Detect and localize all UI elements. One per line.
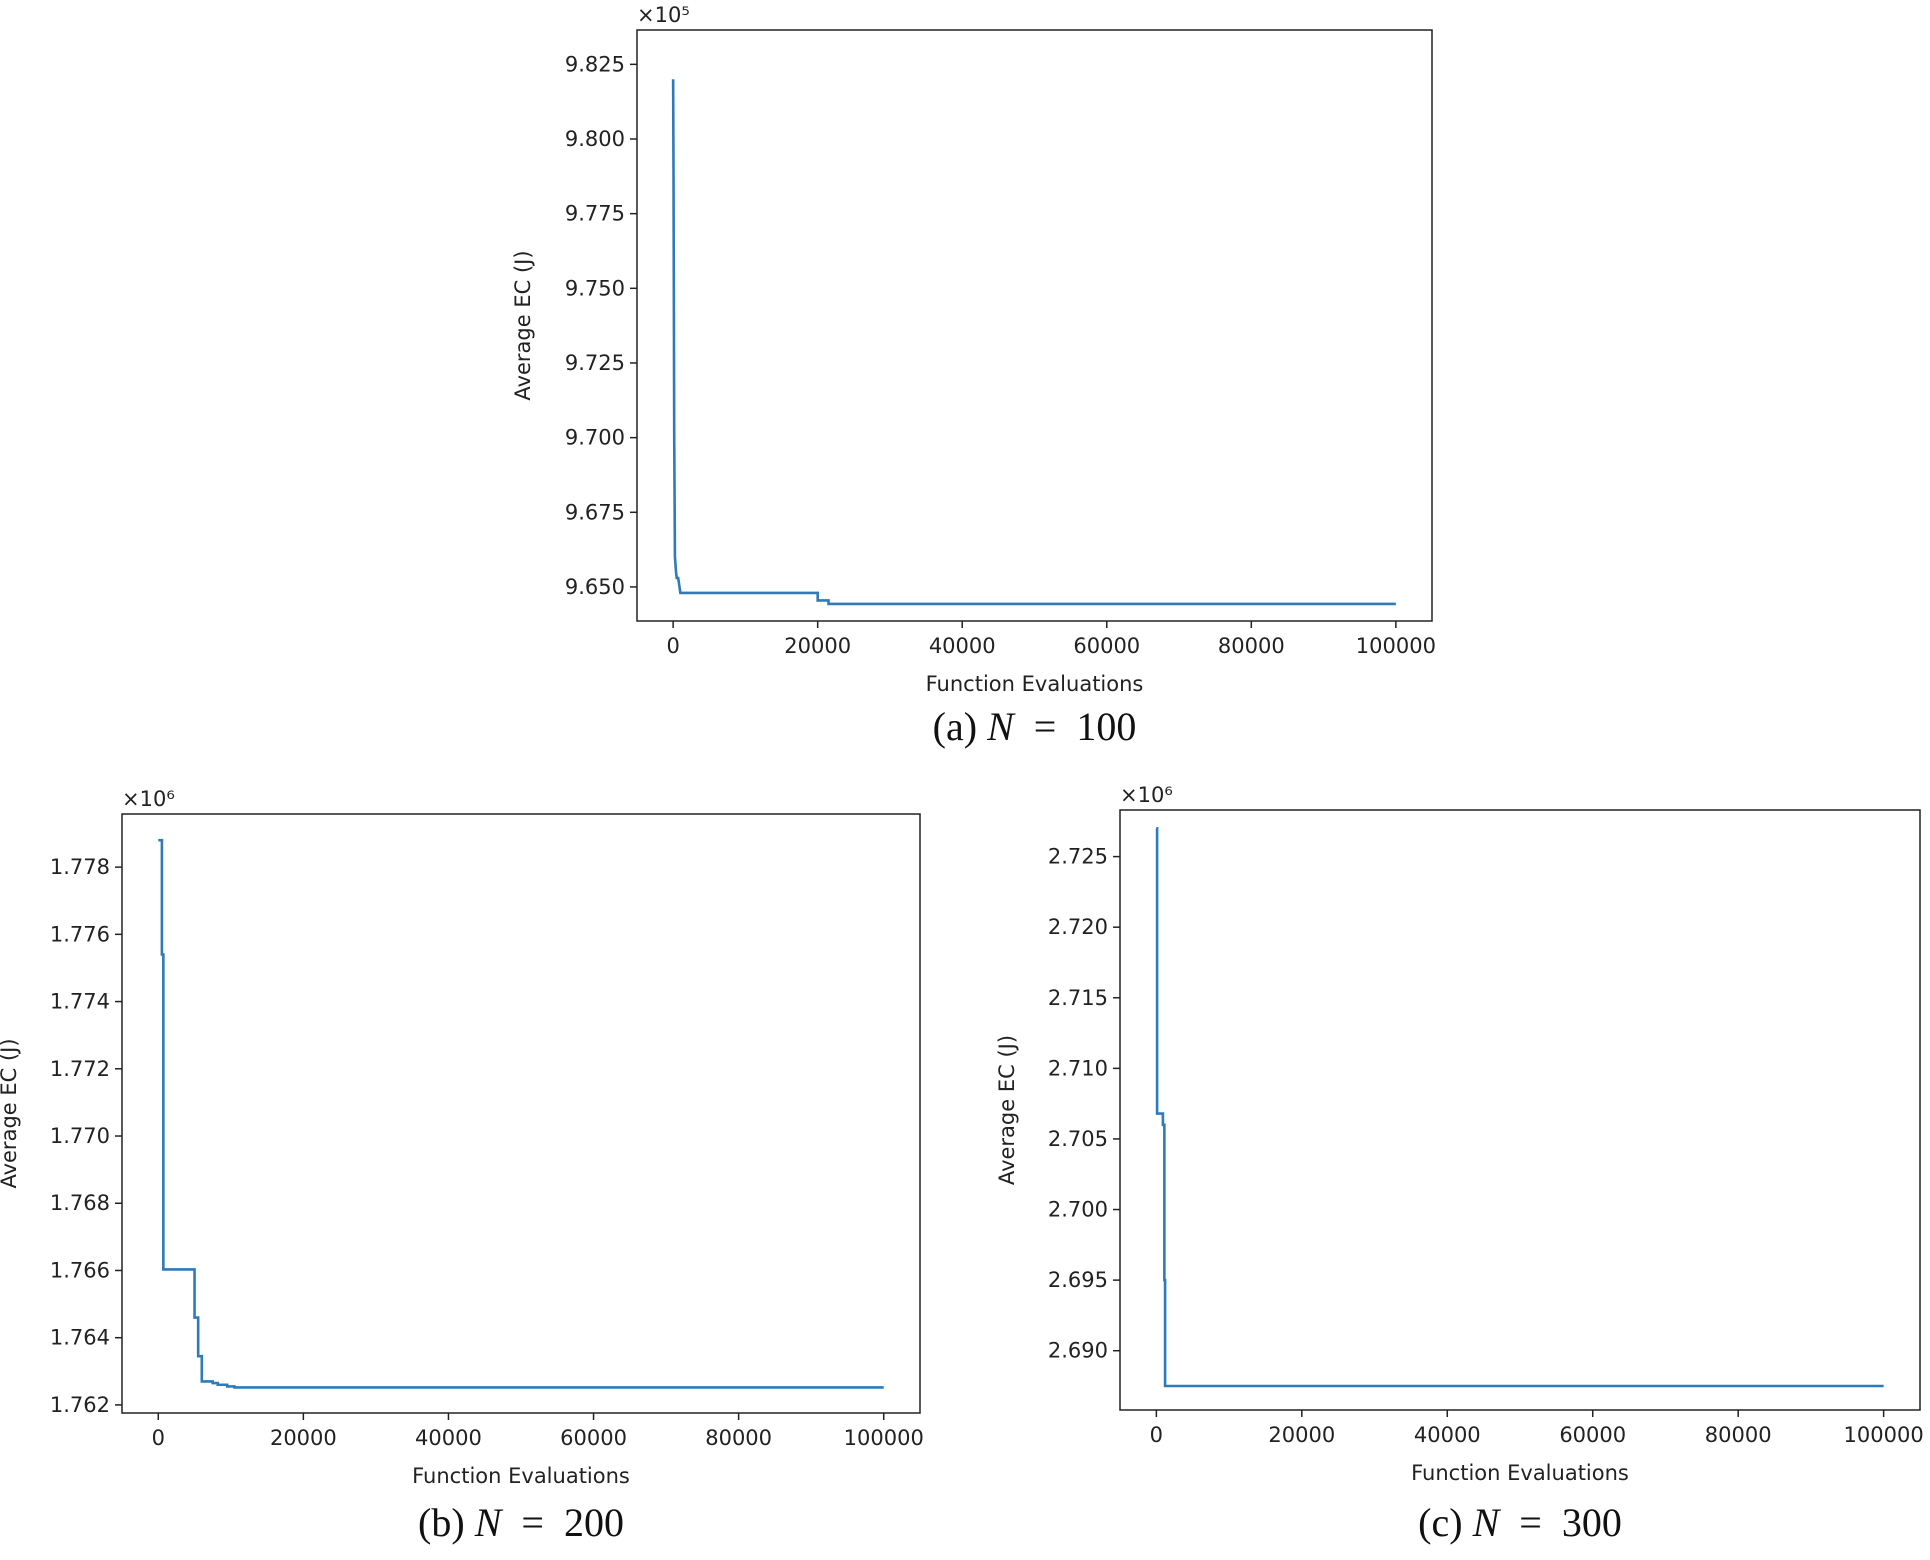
chart-panel-0: 0 20000 40000 60000 80000 100000 9.650 9.675 9.7… [511, 3, 1436, 749]
axes-frame [121, 813, 921, 1414]
y-tick-label: 1.766 [50, 1258, 110, 1282]
y-tick-label: 2.690 [1048, 1339, 1108, 1363]
x-tick-label: 0 [1150, 1423, 1163, 1447]
caption-space [1463, 1500, 1473, 1545]
caption-space [1499, 1500, 1519, 1545]
x-axis-label: Function Evaluations [1411, 1461, 1629, 1485]
x-tick-label: 20000 [270, 1426, 337, 1450]
caption-space [1542, 1500, 1562, 1545]
x-tick-label: 100000 [1844, 1423, 1924, 1447]
y-tick-label: 2.725 [1048, 845, 1108, 869]
y-tick-label: 2.710 [1048, 1056, 1108, 1080]
chart-panel-2: 0 20000 40000 60000 80000 100000 2.690 2.695 2.7… [995, 783, 1924, 1545]
y-tick-label: 2.720 [1048, 915, 1108, 939]
y-tick-label: 9.725 [565, 351, 625, 375]
x-tick-label: 40000 [415, 1426, 482, 1450]
caption-eq: = [521, 1500, 544, 1545]
y-offset-text: ×10⁶ [1120, 783, 1173, 807]
axes-frame [1119, 809, 1921, 1411]
panel-caption: (b) N = 200 [418, 1500, 624, 1545]
y-offset-text: ×10⁵ [637, 3, 690, 27]
caption-var: N [986, 704, 1016, 749]
x-tick-label: 0 [666, 634, 679, 658]
y-tick-label: 1.768 [50, 1191, 110, 1215]
caption-space [1056, 704, 1076, 749]
caption-eq: = [1519, 1500, 1542, 1545]
x-tick-label: 100000 [1356, 634, 1436, 658]
y-tick-label: 2.700 [1048, 1198, 1108, 1222]
caption-value: 200 [564, 1500, 624, 1545]
x-axis-label: Function Evaluations [412, 1464, 630, 1488]
y-offset-text: ×10⁶ [122, 787, 175, 811]
x-tick-label: 20000 [1268, 1423, 1335, 1447]
x-tick-label: 40000 [929, 634, 996, 658]
x-tick-label: 0 [152, 1426, 165, 1450]
y-tick-label: 9.750 [565, 276, 625, 300]
x-tick-label: 100000 [844, 1426, 924, 1450]
y-tick-label: 2.715 [1048, 986, 1108, 1010]
panel-caption: (a) N = 100 [933, 704, 1137, 749]
caption-prefix: (a) [933, 704, 977, 749]
caption-space [465, 1500, 475, 1545]
y-tick-label: 1.764 [50, 1326, 110, 1350]
series-line-0 [1155, 827, 1884, 1388]
panel-caption: (c) N = 300 [1418, 1500, 1622, 1545]
y-tick-label: 9.775 [565, 202, 625, 226]
caption-var: N [474, 1500, 504, 1545]
y-tick-label: 2.695 [1048, 1268, 1108, 1292]
y-axis-label: Average EC (J) [0, 1038, 21, 1188]
y-tick-label: 9.800 [565, 127, 625, 151]
y-axis-label: Average EC (J) [995, 1035, 1019, 1185]
caption-space [977, 704, 987, 749]
y-tick-label: 9.675 [565, 500, 625, 524]
y-tick-label: 2.705 [1048, 1127, 1108, 1151]
y-tick-label: 1.778 [50, 855, 110, 879]
y-axis-label: Average EC (J) [511, 250, 535, 400]
chart-panel-1: 0 20000 40000 60000 80000 100000 1.762 1.764 1.7… [0, 787, 924, 1545]
y-tick-label: 9.700 [565, 426, 625, 450]
x-tick-label: 60000 [1559, 1423, 1626, 1447]
x-tick-label: 40000 [1414, 1423, 1481, 1447]
x-tick-label: 60000 [560, 1426, 627, 1450]
series-line-0 [671, 79, 1396, 606]
x-tick-label: 60000 [1073, 634, 1140, 658]
x-tick-label: 80000 [1705, 1423, 1772, 1447]
caption-value: 300 [1562, 1500, 1622, 1545]
x-axis-label: Function Evaluations [926, 672, 1144, 696]
y-tick-label: 1.770 [50, 1124, 110, 1148]
y-tick-label: 1.776 [50, 922, 110, 946]
x-tick-label: 80000 [1218, 634, 1285, 658]
caption-prefix: (b) [418, 1500, 465, 1545]
caption-space [1014, 704, 1034, 749]
y-tick-label: 1.762 [50, 1393, 110, 1417]
series-line-0 [158, 838, 884, 1389]
caption-space [544, 1500, 564, 1545]
y-tick-label: 9.825 [565, 52, 625, 76]
y-tick-label: 9.650 [565, 575, 625, 599]
caption-space [501, 1500, 521, 1545]
caption-eq: = [1034, 704, 1057, 749]
caption-value: 100 [1076, 704, 1136, 749]
x-tick-label: 20000 [784, 634, 851, 658]
y-tick-label: 1.772 [50, 1057, 110, 1081]
axes-frame [636, 29, 1433, 622]
caption-prefix: (c) [1418, 1500, 1462, 1545]
x-tick-label: 80000 [705, 1426, 772, 1450]
caption-var: N [1472, 1500, 1502, 1545]
y-tick-label: 1.774 [50, 990, 110, 1014]
